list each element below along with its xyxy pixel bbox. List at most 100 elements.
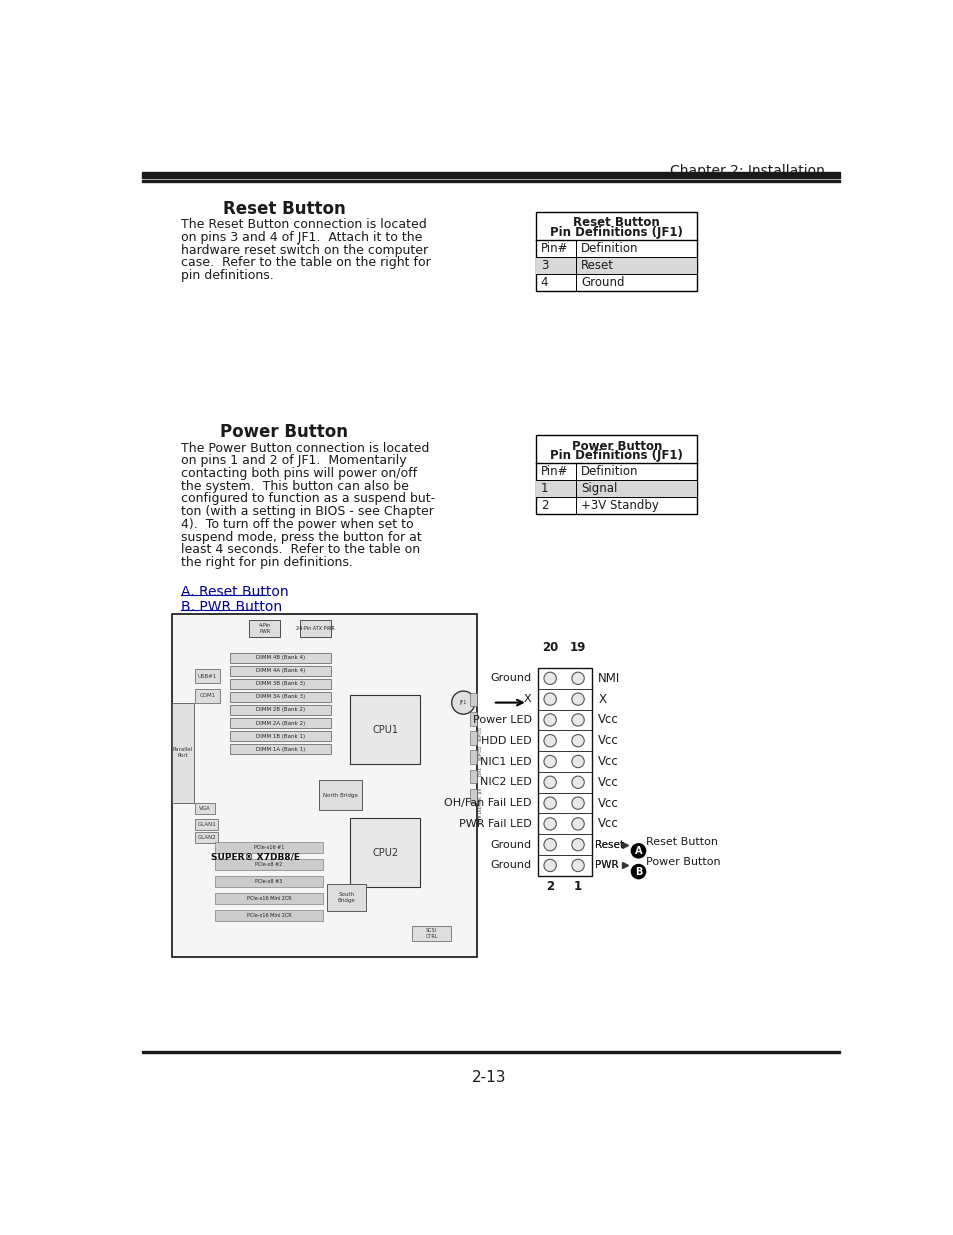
Bar bbox=[195, 804, 214, 814]
Text: case.  Refer to the table on the right for: case. Refer to the table on the right fo… bbox=[181, 257, 431, 269]
Text: on pins 3 and 4 of JF1.  Attach it to the: on pins 3 and 4 of JF1. Attach it to the bbox=[181, 231, 422, 245]
Circle shape bbox=[571, 672, 583, 684]
Bar bbox=[172, 703, 193, 803]
Text: 2: 2 bbox=[545, 879, 554, 893]
Text: USB#1: USB#1 bbox=[198, 674, 217, 679]
Bar bbox=[469, 711, 476, 726]
Circle shape bbox=[571, 776, 583, 788]
Bar bbox=[350, 818, 419, 888]
Text: Reset Button: Reset Button bbox=[223, 200, 345, 217]
Text: PCIe-x8 #2: PCIe-x8 #2 bbox=[255, 862, 282, 867]
Text: suspend mode, press the button for at: suspend mode, press the button for at bbox=[181, 531, 421, 543]
Text: A: A bbox=[634, 846, 641, 856]
Text: J10: J10 bbox=[478, 788, 482, 794]
Text: Reset: Reset bbox=[595, 840, 623, 850]
Bar bbox=[327, 883, 365, 910]
Text: NIC2 LED: NIC2 LED bbox=[479, 777, 531, 787]
Text: PWR: PWR bbox=[595, 861, 618, 871]
Text: least 4 seconds.  Refer to the table on: least 4 seconds. Refer to the table on bbox=[181, 543, 420, 556]
Text: 1: 1 bbox=[574, 879, 581, 893]
Text: Vcc: Vcc bbox=[598, 714, 618, 726]
Bar bbox=[172, 614, 476, 957]
Text: PWR Fail LED: PWR Fail LED bbox=[458, 819, 531, 829]
Text: PCIe-x16 Mini 2CR: PCIe-x16 Mini 2CR bbox=[246, 895, 291, 900]
Text: DIMM 3B (Bank 3): DIMM 3B (Bank 3) bbox=[255, 682, 305, 687]
Text: JF1: JF1 bbox=[459, 700, 467, 705]
Bar bbox=[195, 819, 218, 830]
Text: Pin#: Pin# bbox=[540, 466, 568, 478]
Circle shape bbox=[543, 693, 556, 705]
Text: Reset: Reset bbox=[580, 259, 614, 272]
Text: 4-Pin
PWR: 4-Pin PWR bbox=[258, 624, 271, 634]
Text: 2: 2 bbox=[540, 499, 548, 513]
Text: The Power Button connection is located: The Power Button connection is located bbox=[181, 442, 429, 454]
Text: Chapter 2: Installation: Chapter 2: Installation bbox=[669, 163, 823, 178]
Text: DIMM 1A (Bank 1): DIMM 1A (Bank 1) bbox=[255, 747, 305, 752]
Text: Vcc: Vcc bbox=[598, 735, 618, 747]
Circle shape bbox=[631, 864, 645, 878]
Text: NIC1 LED: NIC1 LED bbox=[479, 757, 531, 767]
Circle shape bbox=[631, 844, 645, 858]
Bar bbox=[230, 666, 331, 676]
Text: COM1: COM1 bbox=[199, 693, 215, 698]
Bar bbox=[230, 745, 331, 755]
Text: Pin Definitions (JF1): Pin Definitions (JF1) bbox=[550, 450, 682, 462]
Text: PWR: PWR bbox=[595, 861, 618, 871]
Text: SGPIO2: SGPIO2 bbox=[478, 745, 482, 761]
Text: 1: 1 bbox=[540, 482, 548, 495]
Text: 19: 19 bbox=[569, 641, 586, 655]
Text: SCSI
CTRL: SCSI CTRL bbox=[425, 929, 437, 939]
Text: Vcc: Vcc bbox=[598, 797, 618, 810]
Text: Signal: Signal bbox=[580, 482, 617, 495]
Bar bbox=[412, 926, 451, 941]
Text: 4).  To turn off the power when set to: 4). To turn off the power when set to bbox=[181, 517, 414, 531]
Text: 2-13: 2-13 bbox=[471, 1070, 506, 1084]
Text: Ground: Ground bbox=[490, 840, 531, 850]
Bar bbox=[537, 668, 592, 876]
Circle shape bbox=[571, 693, 583, 705]
Bar bbox=[536, 257, 697, 274]
Text: Reset: Reset bbox=[595, 840, 623, 850]
Bar bbox=[230, 731, 331, 741]
Text: Definition: Definition bbox=[580, 242, 638, 254]
Text: Definition: Definition bbox=[580, 466, 638, 478]
Text: B: B bbox=[634, 867, 641, 877]
Text: SGPIO1: SGPIO1 bbox=[478, 726, 482, 741]
Text: Ground: Ground bbox=[580, 275, 624, 289]
Text: CPU1: CPU1 bbox=[372, 725, 397, 735]
Bar bbox=[299, 620, 331, 637]
Text: X: X bbox=[523, 694, 531, 704]
Bar bbox=[230, 705, 331, 715]
Text: GLAN2: GLAN2 bbox=[197, 835, 216, 840]
Text: 3: 3 bbox=[540, 259, 548, 272]
Text: A. Reset Button: A. Reset Button bbox=[181, 585, 289, 599]
Text: SUPER® X7DB8/E: SUPER® X7DB8/E bbox=[211, 852, 299, 861]
Circle shape bbox=[571, 797, 583, 809]
Bar bbox=[230, 718, 331, 727]
Text: DIMM 2B (Bank 2): DIMM 2B (Bank 2) bbox=[255, 708, 305, 713]
Circle shape bbox=[571, 818, 583, 830]
Bar bbox=[142, 1051, 840, 1053]
Bar bbox=[214, 858, 323, 869]
Bar bbox=[536, 480, 697, 496]
Text: Power Button: Power Button bbox=[220, 424, 348, 441]
Bar bbox=[142, 180, 840, 182]
Circle shape bbox=[571, 756, 583, 768]
Bar bbox=[536, 436, 697, 514]
Text: DIMM 3A (Bank 3): DIMM 3A (Bank 3) bbox=[255, 694, 305, 699]
Text: DIMM 1B (Bank 1): DIMM 1B (Bank 1) bbox=[255, 734, 305, 739]
Text: DIMM 4A (Bank 4): DIMM 4A (Bank 4) bbox=[255, 668, 305, 673]
Bar bbox=[469, 693, 476, 706]
Text: X: X bbox=[598, 693, 605, 705]
Text: PCIe-x16 #1: PCIe-x16 #1 bbox=[253, 845, 284, 850]
Bar bbox=[195, 689, 220, 703]
Circle shape bbox=[571, 714, 583, 726]
Text: configured to function as a suspend but-: configured to function as a suspend but- bbox=[181, 493, 435, 505]
Bar bbox=[319, 779, 361, 810]
Text: PWR LED/SPK: PWR LED/SPK bbox=[478, 797, 482, 824]
Text: Pin Definitions (JF1): Pin Definitions (JF1) bbox=[550, 226, 682, 238]
Bar bbox=[195, 669, 220, 683]
Text: HDD LED: HDD LED bbox=[480, 736, 531, 746]
Text: the right for pin definitions.: the right for pin definitions. bbox=[181, 556, 353, 569]
Circle shape bbox=[571, 735, 583, 747]
